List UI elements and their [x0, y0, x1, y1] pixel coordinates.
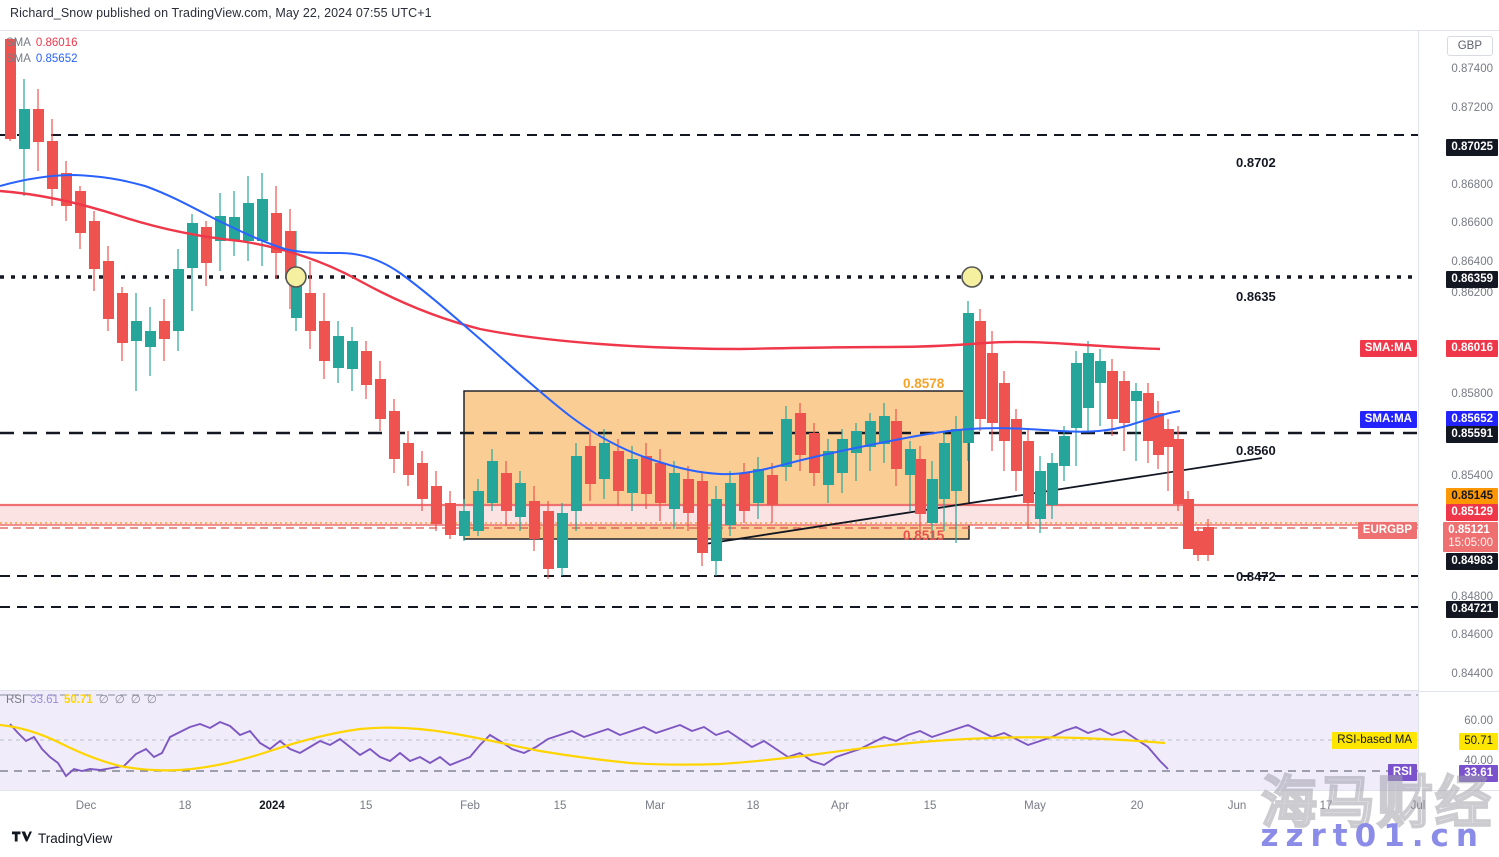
- rsi-ma-line: [0, 723, 1166, 772]
- axis-badge-sma-slow: 0.85652: [1446, 411, 1498, 428]
- supply-band: [0, 505, 1418, 525]
- series-tag-eurgbp[interactable]: EURGBP: [1357, 522, 1417, 539]
- rejection-marker-2: [961, 266, 983, 288]
- rsi-legend-ma-value: 50.71: [63, 694, 93, 706]
- axis-tick: 0.86800: [1451, 179, 1493, 191]
- axis-tick: 0.84800: [1451, 591, 1493, 603]
- rsi-axis-tick-40: 40.00: [1464, 755, 1493, 767]
- currency-chip[interactable]: GBP: [1446, 36, 1493, 56]
- sma-slow-line: [0, 173, 1181, 476]
- axis-badge-08635: 0.86359: [1446, 271, 1498, 288]
- rsi-plot-svg: [0, 694, 1418, 778]
- sma-fast-value: 0.86016: [35, 37, 78, 49]
- rsi-line: [9, 720, 1169, 778]
- time-label: Mar: [645, 800, 665, 812]
- price-axis[interactable]: GBP 0.87400 0.87200 0.86800 0.86600 0.86…: [1419, 30, 1499, 790]
- price-plot-svg: [0, 39, 1418, 608]
- rsi-legend-empty-3: ∅: [130, 694, 141, 706]
- axis-badge-08472: 0.84721: [1446, 601, 1498, 618]
- rsi-legend[interactable]: RSI 33.61 50.71 ∅ ∅ ∅ ∅: [6, 692, 157, 706]
- rsi-axis-badge-ma: 50.71: [1459, 733, 1498, 750]
- footer-bar: TradingView: [0, 824, 1499, 857]
- rsi-axis-tick-60: 60.00: [1464, 715, 1493, 727]
- ascending-trendline: [704, 457, 1263, 545]
- time-label: 20: [1130, 800, 1144, 812]
- series-tag-sma-fast[interactable]: SMA:MA: [1359, 340, 1417, 357]
- level-label-08635: 0.8635: [1236, 289, 1276, 304]
- axis-tick: 0.86400: [1451, 256, 1493, 268]
- tradingview-logo-icon: [12, 830, 32, 846]
- sma-slow-label: SMA: [6, 53, 31, 65]
- series-tag-rsi[interactable]: RSI: [1387, 764, 1417, 781]
- rejection-marker-1: [285, 266, 307, 288]
- rsi-legend-label: RSI: [6, 694, 26, 706]
- time-label: 15: [923, 800, 937, 812]
- axis-badge-supply-mid: 0.85129: [1446, 504, 1498, 521]
- candlestick-series: [5, 39, 1214, 579]
- tradingview-logo[interactable]: TradingView: [12, 830, 112, 846]
- legend-row-sma-fast[interactable]: SMA 0.86016: [6, 35, 78, 51]
- time-label: 15: [359, 800, 373, 812]
- axis-badge-084983: 0.84983: [1446, 553, 1498, 570]
- tv-mark-icon: [12, 831, 32, 842]
- rsi-axis-badge-rsi: 33.61: [1459, 765, 1498, 782]
- rsi-pane[interactable]: RSI 33.61 50.71 ∅ ∅ ∅ ∅ RSI-based MA RSI: [0, 690, 1419, 790]
- axis-tick: 0.87400: [1451, 63, 1493, 75]
- time-label: Apr: [831, 800, 849, 812]
- time-label: May: [1024, 800, 1046, 812]
- axis-badge-supply-top: 0.85145: [1446, 488, 1498, 505]
- time-label: 17: [1319, 800, 1333, 812]
- time-label: Feb: [460, 800, 480, 812]
- rsi-legend-empty-1: ∅: [98, 694, 109, 706]
- indicator-legend: SMA 0.86016 SMA 0.85652: [6, 35, 78, 67]
- series-tag-rsi-based-ma[interactable]: RSI-based MA: [1332, 732, 1417, 749]
- level-label-08515: 0.8515: [903, 528, 945, 543]
- price-pane[interactable]: SMA 0.86016 SMA 0.85652 0.8702 0.8635 0.85…: [0, 30, 1419, 690]
- current-price-badge: 0.85121 15:05:00: [1443, 522, 1498, 552]
- axis-tick: 0.87200: [1451, 102, 1493, 114]
- axis-badge-sma-fast: 0.86016: [1446, 340, 1498, 357]
- time-label: Jun: [1227, 800, 1247, 812]
- level-label-08560: 0.8560: [1236, 443, 1276, 458]
- time-label: 18: [178, 800, 192, 812]
- publisher-byline: Richard_Snow published on TradingView.co…: [10, 6, 432, 20]
- axis-tick: 0.85400: [1451, 470, 1493, 482]
- axis-tick: 0.85800: [1451, 388, 1493, 400]
- level-label-08472: 0.8472: [1236, 569, 1276, 584]
- axis-badge-08560: 0.85591: [1446, 426, 1498, 443]
- legend-row-sma-slow[interactable]: SMA 0.85652: [6, 51, 78, 67]
- sma-fast-label: SMA: [6, 37, 31, 49]
- time-label: Jul: [1410, 800, 1426, 812]
- time-label: Dec: [75, 800, 97, 812]
- current-price-value: 0.85121: [1448, 524, 1490, 536]
- time-axis[interactable]: Dec 18 2024 15 Feb 15 Mar 18 Apr 15 May …: [0, 790, 1499, 824]
- axis-tick: 0.86600: [1451, 217, 1493, 229]
- tradingview-logo-text: TradingView: [38, 830, 113, 846]
- rsi-legend-empty-4: ∅: [146, 694, 157, 706]
- sma-slow-value: 0.85652: [35, 53, 78, 65]
- level-label-08578: 0.8578: [903, 376, 945, 391]
- sma-fast-line: [0, 189, 1161, 351]
- rsi-legend-value: 33.61: [30, 694, 59, 706]
- time-label: 18: [746, 800, 760, 812]
- current-price-time: 15:05:00: [1448, 537, 1493, 549]
- series-tag-sma-slow[interactable]: SMA:MA: [1359, 411, 1417, 428]
- rsi-legend-empty-2: ∅: [114, 694, 125, 706]
- time-label: 15: [553, 800, 567, 812]
- time-label: 2024: [259, 800, 285, 812]
- level-label-08702: 0.8702: [1236, 155, 1276, 170]
- axis-tick: 0.84600: [1451, 629, 1493, 641]
- axis-tick: 0.86200: [1451, 287, 1493, 299]
- rsi-axis-section: 60.00 50.71 40.00 33.61: [1419, 691, 1499, 790]
- axis-tick: 0.84400: [1451, 668, 1493, 680]
- axis-badge-08702: 0.87025: [1446, 139, 1498, 156]
